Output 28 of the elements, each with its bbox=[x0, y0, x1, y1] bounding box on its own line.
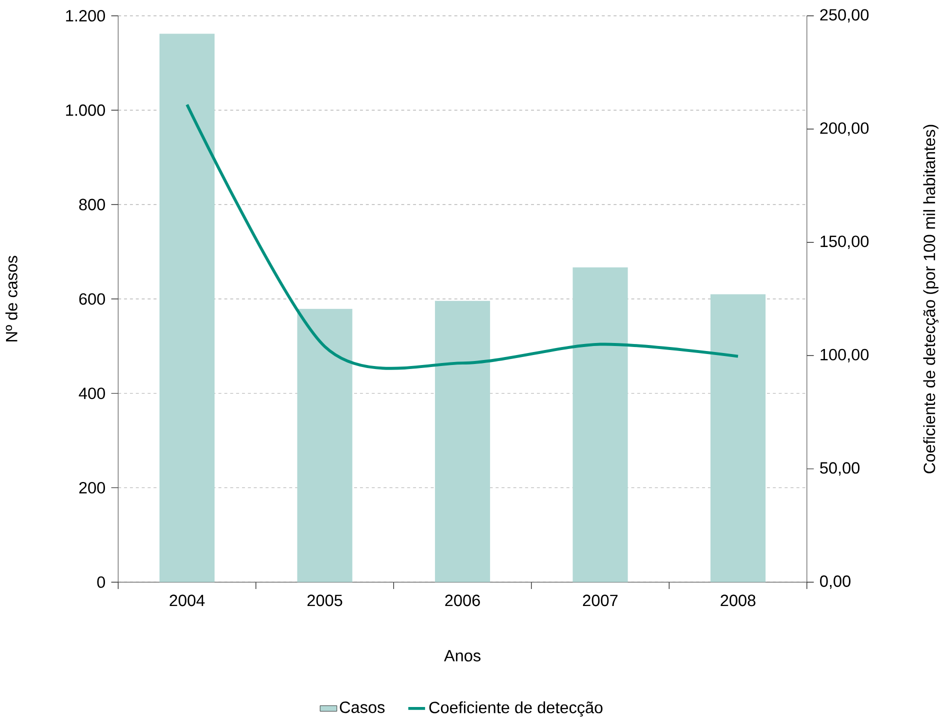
bar bbox=[572, 267, 628, 582]
x-tick-label: 2006 bbox=[445, 594, 480, 606]
bar bbox=[710, 294, 766, 582]
bar bbox=[297, 308, 352, 582]
x-tick-label: 2004 bbox=[170, 594, 205, 606]
y-axis-title: Nº de casos bbox=[5, 256, 18, 342]
y-tick-label: 600 bbox=[79, 293, 105, 305]
x-axis-title: Anos bbox=[444, 650, 480, 662]
y-tick-label: 1.200 bbox=[66, 10, 105, 22]
x-tick-label: 2007 bbox=[582, 594, 618, 606]
y-tick-label: 400 bbox=[78, 387, 105, 400]
legend-label: Casos bbox=[340, 701, 385, 713]
y-tick-label: 1.000 bbox=[66, 104, 105, 116]
bar bbox=[159, 34, 215, 582]
y2-tick-label: 150,00 bbox=[820, 236, 869, 249]
legend-label: Coeficiente de detecção bbox=[429, 701, 602, 716]
x-tick-label: 2008 bbox=[720, 594, 756, 606]
y2-tick-label: 200,00 bbox=[820, 122, 869, 136]
y-tick-label: 0 bbox=[97, 576, 105, 588]
y2-tick-label: 0,00 bbox=[820, 575, 850, 589]
y2-tick-label: 100,00 bbox=[820, 348, 869, 362]
bar bbox=[434, 300, 490, 582]
y-tick-label: 200 bbox=[79, 482, 105, 494]
y2-axis-title: Coeficiente de detecção (por 100 mil habitantes) bbox=[923, 124, 938, 474]
y2-tick-label: 250,00 bbox=[820, 8, 869, 22]
y2-tick-label: 50,00 bbox=[820, 462, 860, 476]
y-tick-label: 800 bbox=[79, 198, 105, 210]
x-tick-label: 2005 bbox=[307, 594, 342, 606]
